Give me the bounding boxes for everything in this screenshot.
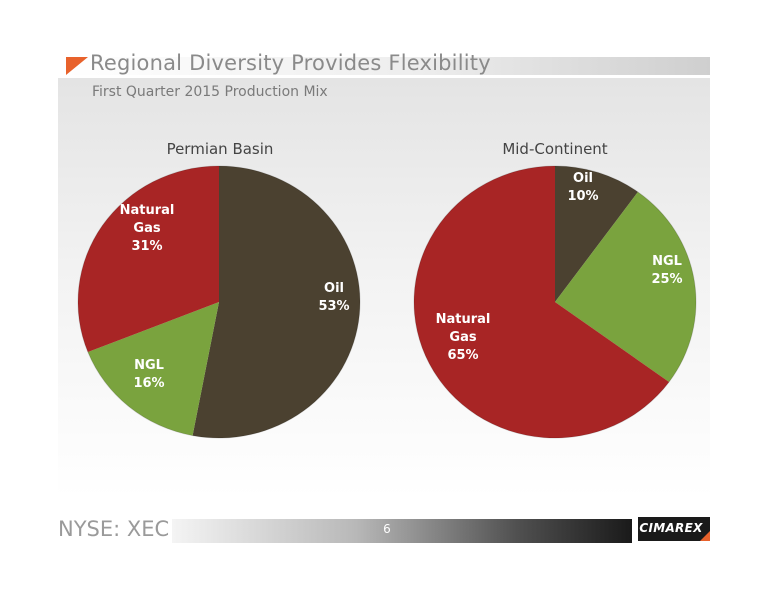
logo-text: CIMAREX bbox=[639, 521, 703, 535]
pie-mid-continent: Oil 10% NGL 25% Natural Gas 65% bbox=[413, 165, 697, 439]
pie-slice-natural-gas bbox=[413, 166, 670, 438]
pie-outline bbox=[77, 165, 361, 439]
pie-slice-oil bbox=[192, 166, 361, 438]
pie-slice-ngl bbox=[87, 302, 220, 436]
slice-label-oil: Oil 10% bbox=[567, 171, 598, 204]
pie-permian-basin: Oil 53% NGL 16% Natural Gas 31% bbox=[77, 165, 361, 439]
pie-slice-oil bbox=[555, 166, 638, 302]
slide-title: Regional Diversity Provides Flexibility bbox=[90, 51, 491, 75]
pie-slice-ngl bbox=[555, 191, 697, 382]
footer-bar bbox=[172, 519, 632, 543]
slice-label-ngl: NGL 16% bbox=[133, 358, 164, 391]
slice-label-natural-gas: Natural Gas 31% bbox=[120, 203, 175, 254]
slice-label-oil: Oil 53% bbox=[318, 281, 349, 314]
chart-title-midcontinent: Mid-Continent bbox=[502, 140, 608, 158]
title-bar bbox=[66, 57, 710, 75]
slice-label-ngl: NGL 25% bbox=[651, 254, 682, 287]
cimarex-logo: CIMAREX bbox=[638, 517, 710, 541]
footer-ticker: NYSE: XEC bbox=[58, 517, 170, 541]
slide-subtitle: First Quarter 2015 Production Mix bbox=[92, 84, 328, 100]
page-number: 6 bbox=[383, 522, 391, 536]
title-accent-triangle bbox=[66, 57, 88, 75]
pie-slice-natural-gas bbox=[78, 166, 220, 353]
chart-title-permian: Permian Basin bbox=[166, 140, 274, 158]
pie-outline bbox=[413, 165, 697, 439]
logo-accent-triangle bbox=[700, 531, 710, 541]
slice-label-natural-gas: Natural Gas 65% bbox=[436, 312, 491, 363]
